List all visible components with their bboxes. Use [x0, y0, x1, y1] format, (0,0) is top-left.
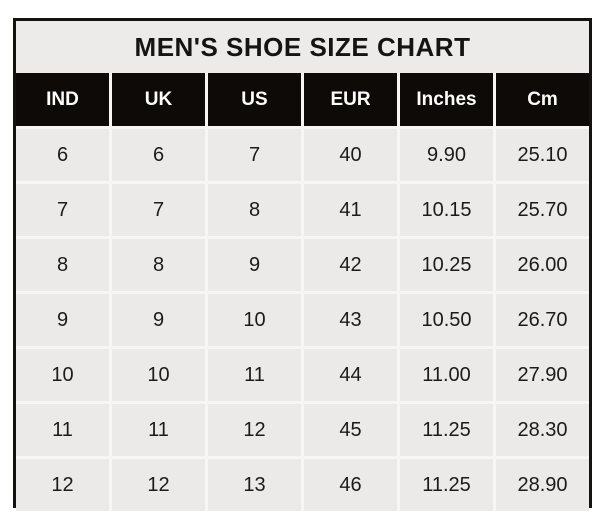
table-cell: 25.10: [496, 129, 589, 181]
table-cell: 46: [304, 459, 397, 511]
chart-title: MEN'S SHOE SIZE CHART: [16, 21, 589, 73]
table-cell: 13: [208, 459, 301, 511]
table-cell: 10.25: [400, 239, 493, 291]
table-cell: 7: [16, 184, 109, 236]
column-header-uk: UK: [112, 73, 205, 126]
table-cell: 9.90: [400, 129, 493, 181]
table-cell: 8: [112, 239, 205, 291]
column-header-inches: Inches: [400, 73, 493, 126]
table-cell: 12: [208, 404, 301, 456]
table-cell: 40: [304, 129, 397, 181]
table-cell: 11.25: [400, 404, 493, 456]
size-table: IND UK US EUR Inches Cm 6 6 7 40 9.90 25…: [16, 73, 589, 511]
column-header-cm: Cm: [496, 73, 589, 126]
table-cell: 28.30: [496, 404, 589, 456]
table-cell: 6: [16, 129, 109, 181]
table-cell: 26.70: [496, 294, 589, 346]
table-cell: 10.50: [400, 294, 493, 346]
table-cell: 8: [16, 239, 109, 291]
table-cell: 27.90: [496, 349, 589, 401]
table-cell: 45: [304, 404, 397, 456]
table-cell: 44: [304, 349, 397, 401]
table-cell: 42: [304, 239, 397, 291]
column-header-eur: EUR: [304, 73, 397, 126]
table-cell: 12: [112, 459, 205, 511]
table-cell: 6: [112, 129, 205, 181]
table-cell: 11: [112, 404, 205, 456]
table-cell: 7: [208, 129, 301, 181]
table-frame: MEN'S SHOE SIZE CHART IND UK US EUR Inch…: [13, 18, 592, 511]
table-cell: 9: [208, 239, 301, 291]
table-cell: 25.70: [496, 184, 589, 236]
column-header-ind: IND: [16, 73, 109, 126]
table-cell: 28.90: [496, 459, 589, 511]
column-header-us: US: [208, 73, 301, 126]
table-cell: 26.00: [496, 239, 589, 291]
table-cell: 9: [16, 294, 109, 346]
table-cell: 43: [304, 294, 397, 346]
table-cell: 10: [208, 294, 301, 346]
table-cell: 9: [112, 294, 205, 346]
table-cell: 11: [208, 349, 301, 401]
table-cell: 11.25: [400, 459, 493, 511]
table-cell: 11: [16, 404, 109, 456]
table-cell: 12: [16, 459, 109, 511]
table-cell: 10: [16, 349, 109, 401]
table-cell: 8: [208, 184, 301, 236]
table-cell: 11.00: [400, 349, 493, 401]
table-cell: 41: [304, 184, 397, 236]
table-cell: 7: [112, 184, 205, 236]
table-cell: 10.15: [400, 184, 493, 236]
table-cell: 10: [112, 349, 205, 401]
